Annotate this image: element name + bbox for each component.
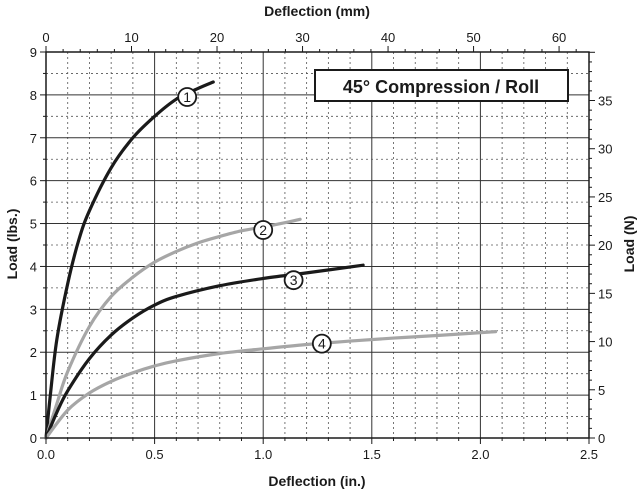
series-3-label: 3: [290, 272, 298, 288]
series-3-line: [44, 263, 365, 440]
x2-tick-label: 50: [466, 30, 480, 45]
series-3-marker: [283, 270, 304, 291]
x-tick-label: 2.5: [580, 447, 598, 462]
x-tick-label: 2.0: [471, 447, 489, 462]
series-1-label: 1: [183, 89, 191, 105]
series-4-label: 4: [318, 336, 326, 352]
y-tick-label: 8: [30, 88, 37, 103]
y2-tick-label: 25: [598, 190, 612, 205]
series-1-marker: [177, 87, 198, 107]
y-tick-label: 5: [30, 217, 37, 232]
series-layer: 1 2 3 4: [44, 80, 498, 440]
y-tick-label: 9: [30, 45, 37, 60]
x-tick-label: 1.5: [363, 447, 381, 462]
x-tick-label: 0.5: [146, 447, 164, 462]
x2-tick-label: 20: [210, 30, 224, 45]
y2-tick-label: 35: [598, 94, 612, 109]
y-tick-label: 6: [30, 174, 37, 189]
x-axis-title: Deflection (in.): [268, 473, 365, 489]
y-tick-label: 7: [30, 131, 37, 146]
y2-tick-label: 20: [598, 238, 612, 253]
x2-tick-label: 40: [381, 30, 395, 45]
y2-tick-label: 30: [598, 142, 612, 157]
y-tick-label: 0: [30, 431, 37, 446]
y-tick-label: 4: [30, 259, 37, 274]
x2-tick-label: 10: [124, 30, 138, 45]
y-axis-title: Load (lbs.): [4, 209, 20, 280]
series-2-label: 2: [259, 222, 267, 238]
grid: [46, 52, 589, 438]
series-4-line: [44, 330, 498, 440]
x2-axis-title: Deflection (mm): [264, 3, 370, 19]
y-tick-label: 1: [30, 388, 37, 403]
x-tick-label: 1.0: [254, 447, 272, 462]
y2-axis-title: Load (N): [621, 216, 637, 273]
y2-tick-label: 5: [598, 383, 605, 398]
x-tick-label: 0.0: [37, 447, 55, 462]
y2-tick-label: 0: [598, 431, 605, 446]
chart-title: 45° Compression / Roll: [343, 77, 539, 97]
x2-tick-label: 60: [552, 30, 566, 45]
x2-tick-label: 0: [42, 30, 49, 45]
series-4-marker: [311, 333, 332, 354]
y-tick-label: 3: [30, 302, 37, 317]
y2-tick-label: 15: [598, 286, 612, 301]
title-box: 45° Compression / Roll: [314, 69, 569, 102]
y-tick-label: 2: [30, 345, 37, 360]
x2-tick-label: 30: [295, 30, 309, 45]
y2-tick-label: 10: [598, 335, 612, 350]
series-2-marker: [253, 220, 274, 240]
